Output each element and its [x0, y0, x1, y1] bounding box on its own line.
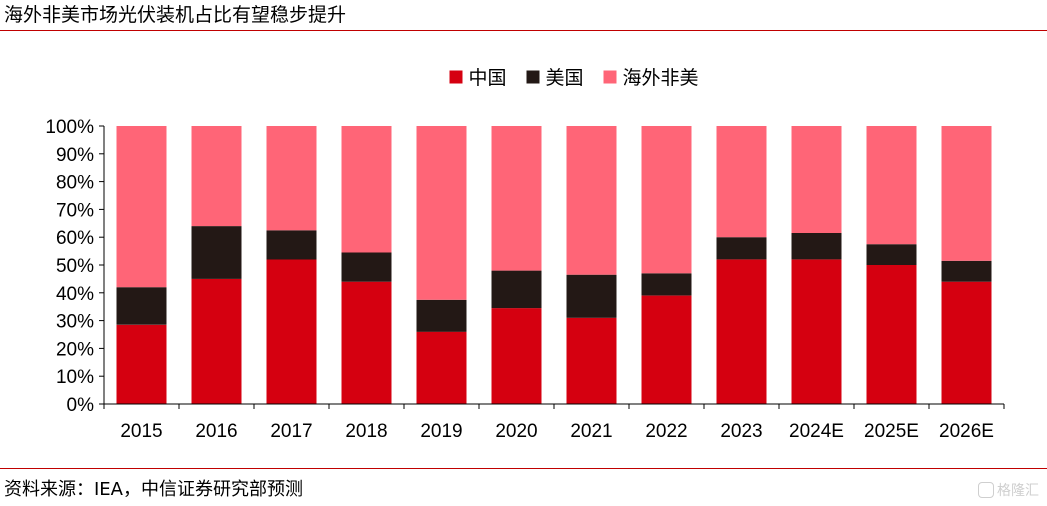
- bar-segment-2020-1: [491, 270, 542, 309]
- y-tick-label: 10%: [56, 367, 94, 388]
- x-tick-label: 2016: [195, 421, 237, 442]
- bar-segment-2016-2: [191, 126, 242, 227]
- x-tick-label: 2015: [120, 421, 162, 442]
- bar-segment-2015-2: [116, 126, 167, 288]
- bar-segment-2021-1: [566, 274, 617, 318]
- bar-segment-2019-1: [416, 299, 467, 332]
- y-tick-label: 100%: [45, 117, 94, 138]
- y-tick-label: 30%: [56, 312, 94, 333]
- source-note: 资料来源：IEA，中信证券研究部预测: [4, 479, 303, 500]
- bar-segment-2019-0: [416, 331, 467, 404]
- axes: 0% 10% 20% 30% 40% 50% 60% 70% 80% 90% 100% 2015 201…: [45, 117, 1005, 442]
- bar-segment-2021-0: [566, 317, 617, 404]
- x-tick-label: 2020: [495, 421, 537, 442]
- x-tick-label: 2022: [645, 421, 687, 442]
- bar-segment-2021-2: [566, 126, 617, 275]
- bar-segment-2018-1: [341, 252, 392, 282]
- bar-segment-2015-0: [116, 324, 167, 404]
- x-tick-label: 2024E: [789, 421, 844, 442]
- bar-segment-2022-2: [641, 126, 692, 274]
- legend-label-1: 美国: [546, 67, 584, 89]
- bar-segment-2026E-2: [941, 126, 992, 261]
- x-tick-label: 2017: [270, 421, 312, 442]
- bar-segment-2026E-1: [941, 260, 992, 282]
- bar-segment-2018-0: [341, 281, 392, 404]
- bar-segment-2022-1: [641, 273, 692, 296]
- watermark-text: 格隆汇: [997, 483, 1039, 499]
- legend: 中国 美国 海外非美: [449, 67, 699, 89]
- legend-swatch-2: [603, 70, 617, 84]
- y-tick-label: 0%: [67, 395, 95, 416]
- bar-segment-2025E-1: [866, 244, 917, 265]
- bar-segment-2024E-1: [791, 233, 842, 260]
- legend-swatch-1: [526, 70, 540, 84]
- stacked-bar-chart: 中国 美国 海外非美 0% 10% 20% 30% 40% 50% 60% 70% 80% 90% 10…: [45, 67, 1005, 442]
- bar-segment-2025E-0: [866, 265, 917, 404]
- x-tick-label: 2025E: [864, 421, 919, 442]
- y-tick-label: 90%: [56, 145, 94, 166]
- watermark-logo-icon: [978, 482, 994, 498]
- bar-segment-2026E-0: [941, 281, 992, 404]
- x-tick-label: 2019: [420, 421, 462, 442]
- bar-segment-2024E-2: [791, 126, 842, 233]
- bar-segment-2023-1: [716, 237, 767, 260]
- bar-segment-2016-1: [191, 226, 242, 279]
- bar-segment-2018-2: [341, 126, 392, 253]
- bars: [116, 126, 992, 404]
- bar-segment-2020-2: [491, 126, 542, 271]
- x-tick-label: 2018: [345, 421, 387, 442]
- y-tick-label: 50%: [56, 256, 94, 277]
- bar-segment-2017-0: [266, 259, 317, 404]
- chart-title: 海外非美市场光伏装机占比有望稳步提升: [4, 4, 347, 26]
- legend-swatch-0: [449, 70, 463, 84]
- bar-segment-2022-0: [641, 295, 692, 404]
- y-tick-label: 40%: [56, 284, 94, 305]
- title-divider: [0, 30, 1047, 31]
- bar-segment-2017-2: [266, 126, 317, 231]
- bar-segment-2025E-2: [866, 126, 917, 245]
- x-tick-label: 2023: [720, 421, 762, 442]
- y-tick-label: 70%: [56, 200, 94, 221]
- bar-segment-2020-0: [491, 308, 542, 404]
- x-tick-label: 2026E: [939, 421, 994, 442]
- watermark: 格隆汇: [978, 480, 1039, 500]
- bar-segment-2016-0: [191, 278, 242, 404]
- y-tick-label: 20%: [56, 339, 94, 360]
- y-tick-label: 60%: [56, 228, 94, 249]
- x-tick-label: 2021: [570, 421, 612, 442]
- footer-divider: [0, 468, 1047, 469]
- bar-segment-2017-1: [266, 230, 317, 260]
- legend-label-0: 中国: [469, 67, 507, 89]
- bar-segment-2023-2: [716, 126, 767, 238]
- bar-segment-2015-1: [116, 287, 167, 325]
- bar-segment-2024E-0: [791, 259, 842, 404]
- legend-label-2: 海外非美: [623, 67, 699, 89]
- bar-segment-2019-2: [416, 126, 467, 300]
- bar-segment-2023-0: [716, 259, 767, 404]
- y-tick-label: 80%: [56, 173, 94, 194]
